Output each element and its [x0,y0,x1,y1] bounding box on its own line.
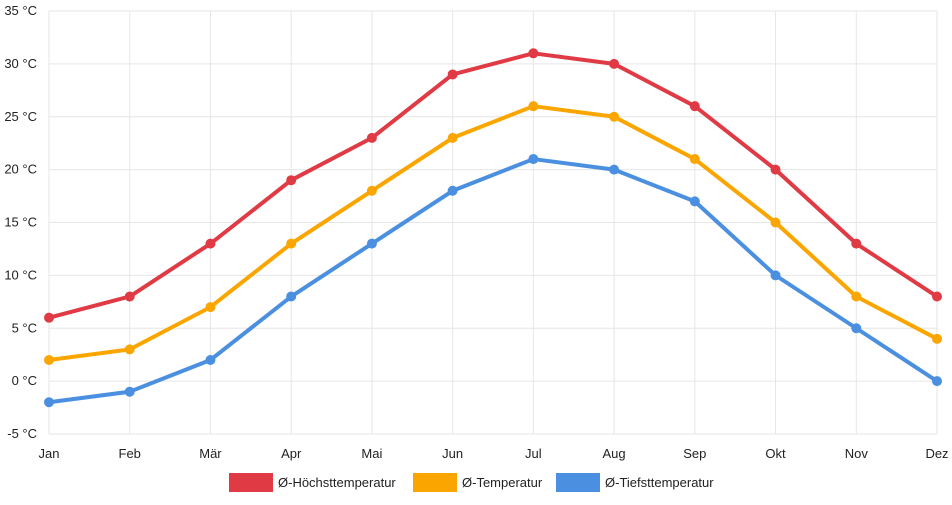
y-tick-label: 35 °C [4,3,37,18]
data-point[interactable] [447,69,458,80]
y-tick-label: 10 °C [4,267,37,282]
data-point[interactable] [851,323,862,334]
series-3 [44,154,942,408]
series-1 [44,48,942,323]
data-point[interactable] [932,333,942,344]
x-tick-label: Dez [925,446,948,461]
x-tick-label: Okt [765,446,786,461]
data-point[interactable] [205,302,216,313]
y-tick-label: 15 °C [4,215,37,230]
y-tick-label: 30 °C [4,56,37,71]
x-tick-label: Mai [361,446,382,461]
legend[interactable]: Ø-Höchsttemperatur Ø-Temperatur Ø-Tiefstte… [229,473,714,492]
y-tick-label: 20 °C [4,162,37,177]
series-line [47,157,939,405]
data-point[interactable] [770,164,781,175]
data-point[interactable] [609,111,620,122]
legend-label: Ø-Tiefsttemperatur [605,475,714,490]
legend-swatch [556,473,600,492]
data-point[interactable] [44,397,54,408]
data-point[interactable] [124,386,135,397]
data-point[interactable] [366,185,377,196]
data-point[interactable] [689,196,700,207]
x-tick-label: Jan [39,446,60,461]
legend-swatch [229,473,273,492]
data-point[interactable] [528,101,539,112]
data-point[interactable] [366,238,377,249]
axis-labels: -5 °C 0 °C 5 °C 10 °C 15 °C 20 °C 25 °C 30 °C 35… [4,3,948,461]
x-tick-label: Nov [845,446,869,461]
data-point[interactable] [932,376,942,387]
data-point[interactable] [205,354,216,365]
series-line [47,51,939,320]
x-tick-label: Feb [119,446,141,461]
series-line [47,104,939,362]
data-point[interactable] [447,132,458,143]
data-point[interactable] [44,312,54,323]
y-tick-label: -5 °C [7,426,37,441]
x-tick-label: Apr [281,446,302,461]
data-point[interactable] [609,58,620,69]
data-point[interactable] [286,291,297,302]
legend-label: Ø-Höchsttemperatur [278,475,396,490]
x-tick-label: Aug [603,446,626,461]
x-tick-label: Mär [199,446,222,461]
legend-item[interactable]: Ø-Temperatur [413,473,543,492]
data-point[interactable] [366,132,377,143]
y-tick-label: 0 °C [12,373,37,388]
data-point[interactable] [286,175,297,186]
y-tick-label: 25 °C [4,109,37,124]
legend-item[interactable]: Ø-Tiefsttemperatur [556,473,714,492]
data-point[interactable] [205,238,216,249]
data-point[interactable] [44,354,54,365]
data-point[interactable] [609,164,620,175]
data-point[interactable] [124,344,135,355]
data-point[interactable] [689,154,700,165]
data-point[interactable] [851,238,862,249]
data-point[interactable] [770,270,781,281]
series-lines [44,48,942,408]
x-tick-label: Jul [525,446,542,461]
legend-swatch [413,473,457,492]
x-tick-label: Sep [683,446,706,461]
data-point[interactable] [124,291,135,302]
legend-item[interactable]: Ø-Höchsttemperatur [229,473,396,492]
y-tick-label: 5 °C [12,320,37,335]
data-point[interactable] [932,291,942,302]
data-point[interactable] [851,291,862,302]
data-point[interactable] [689,101,700,112]
data-point[interactable] [447,185,458,196]
data-point[interactable] [528,48,539,59]
data-point[interactable] [528,154,539,165]
legend-label: Ø-Temperatur [462,475,543,490]
x-tick-label: Jun [442,446,463,461]
data-point[interactable] [770,217,781,228]
data-point[interactable] [286,238,297,249]
series-2 [44,101,942,365]
grid-lines [48,10,938,435]
